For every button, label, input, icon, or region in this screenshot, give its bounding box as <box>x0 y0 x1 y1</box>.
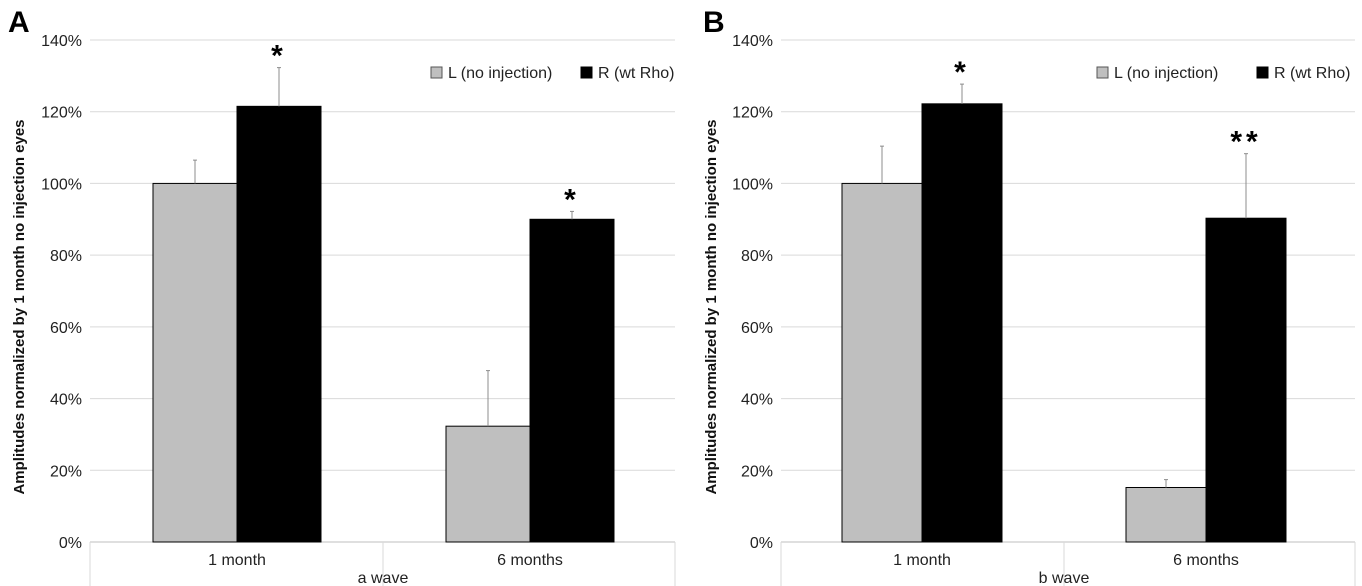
bar <box>1125 486 1207 543</box>
panel-label: B <box>703 6 725 39</box>
x-category-label: 1 month <box>208 552 266 569</box>
y-axis-title: Amplitudes normalized by 1 month no inje… <box>11 119 28 494</box>
y-tick-label: 80% <box>741 248 773 265</box>
y-tick-label: 100% <box>41 176 82 193</box>
significance-marker: ** <box>1230 126 1261 159</box>
y-axis-title: Amplitudes normalized by 1 month no inje… <box>703 119 720 494</box>
y-tick-label: 0% <box>59 535 82 552</box>
y-tick-label: 60% <box>741 320 773 337</box>
x-category-label: 6 months <box>1173 552 1239 569</box>
panel-label: A <box>8 6 30 39</box>
bar <box>152 182 238 543</box>
bar <box>445 425 531 543</box>
y-tick-label: 60% <box>50 320 82 337</box>
y-tick-label: 40% <box>741 392 773 409</box>
chart-panel-b-wave: 0% 20% 40% 60% 80% 100% 120% 140% * 1 month ** 6 mo… <box>703 6 1356 586</box>
bar <box>1205 217 1287 543</box>
bar <box>841 182 923 543</box>
y-tick-label: 0% <box>750 535 773 552</box>
y-tick-label: 140% <box>732 33 773 50</box>
significance-marker: * <box>564 183 580 216</box>
y-tick-label: 20% <box>50 463 82 480</box>
y-tick-label: 140% <box>41 33 82 50</box>
y-tick-label: 80% <box>50 248 82 265</box>
x-group-label: a wave <box>358 570 409 586</box>
x-category-label: 6 months <box>497 552 563 569</box>
legend-label: R (wt Rho) <box>598 65 674 82</box>
legend-swatch <box>1256 66 1269 79</box>
y-tick-label: 100% <box>732 176 773 193</box>
bar <box>921 103 1003 543</box>
y-tick-label: 40% <box>50 392 82 409</box>
legend-label: L (no injection) <box>1114 65 1218 82</box>
x-category-label: 1 month <box>893 552 951 569</box>
legend-swatch <box>430 66 443 79</box>
x-group-label: b wave <box>1039 570 1090 586</box>
legend-swatch <box>1096 66 1109 79</box>
legend-swatch <box>580 66 593 79</box>
legend-label: R (wt Rho) <box>1274 65 1350 82</box>
legend-label: L (no injection) <box>448 65 552 82</box>
significance-marker: * <box>954 56 970 89</box>
y-tick-label: 20% <box>741 463 773 480</box>
chart-panel-a-wave: 0% 20% 40% 60% 80% 100% 120% 140% * 1 month * 6 mon… <box>8 6 676 586</box>
bar <box>236 105 322 543</box>
bar <box>529 218 615 543</box>
y-tick-label: 120% <box>732 105 773 122</box>
y-tick-label: 120% <box>41 105 82 122</box>
significance-marker: * <box>271 40 287 73</box>
